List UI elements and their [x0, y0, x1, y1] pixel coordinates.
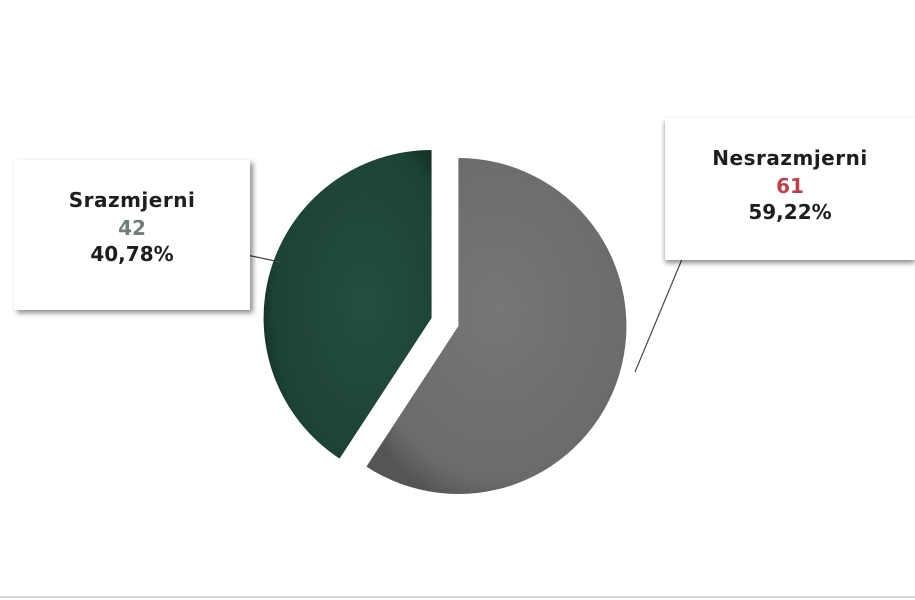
- pie-slice-srazmjerni: [263, 149, 432, 459]
- slice-label-percent: 40,78%: [90, 242, 174, 266]
- slice-label-name: Srazmjerni: [68, 188, 196, 212]
- slice-label-value: 61: [776, 174, 804, 198]
- label-box-srazmjerni: Srazmjerni 42 40,78%: [14, 160, 250, 310]
- slice-label-value: 42: [118, 216, 146, 240]
- pie-slice-nesrazmjerni: [366, 158, 627, 495]
- leader-line-nesrazmjerni: [634, 251, 697, 373]
- label-box-nesrazmjerni: Nesrazmjerni 61 59,22%: [665, 118, 915, 260]
- bottom-divider: [0, 596, 915, 598]
- slice-label-name: Nesrazmjerni: [712, 146, 868, 170]
- slice-label-percent: 59,22%: [748, 200, 832, 224]
